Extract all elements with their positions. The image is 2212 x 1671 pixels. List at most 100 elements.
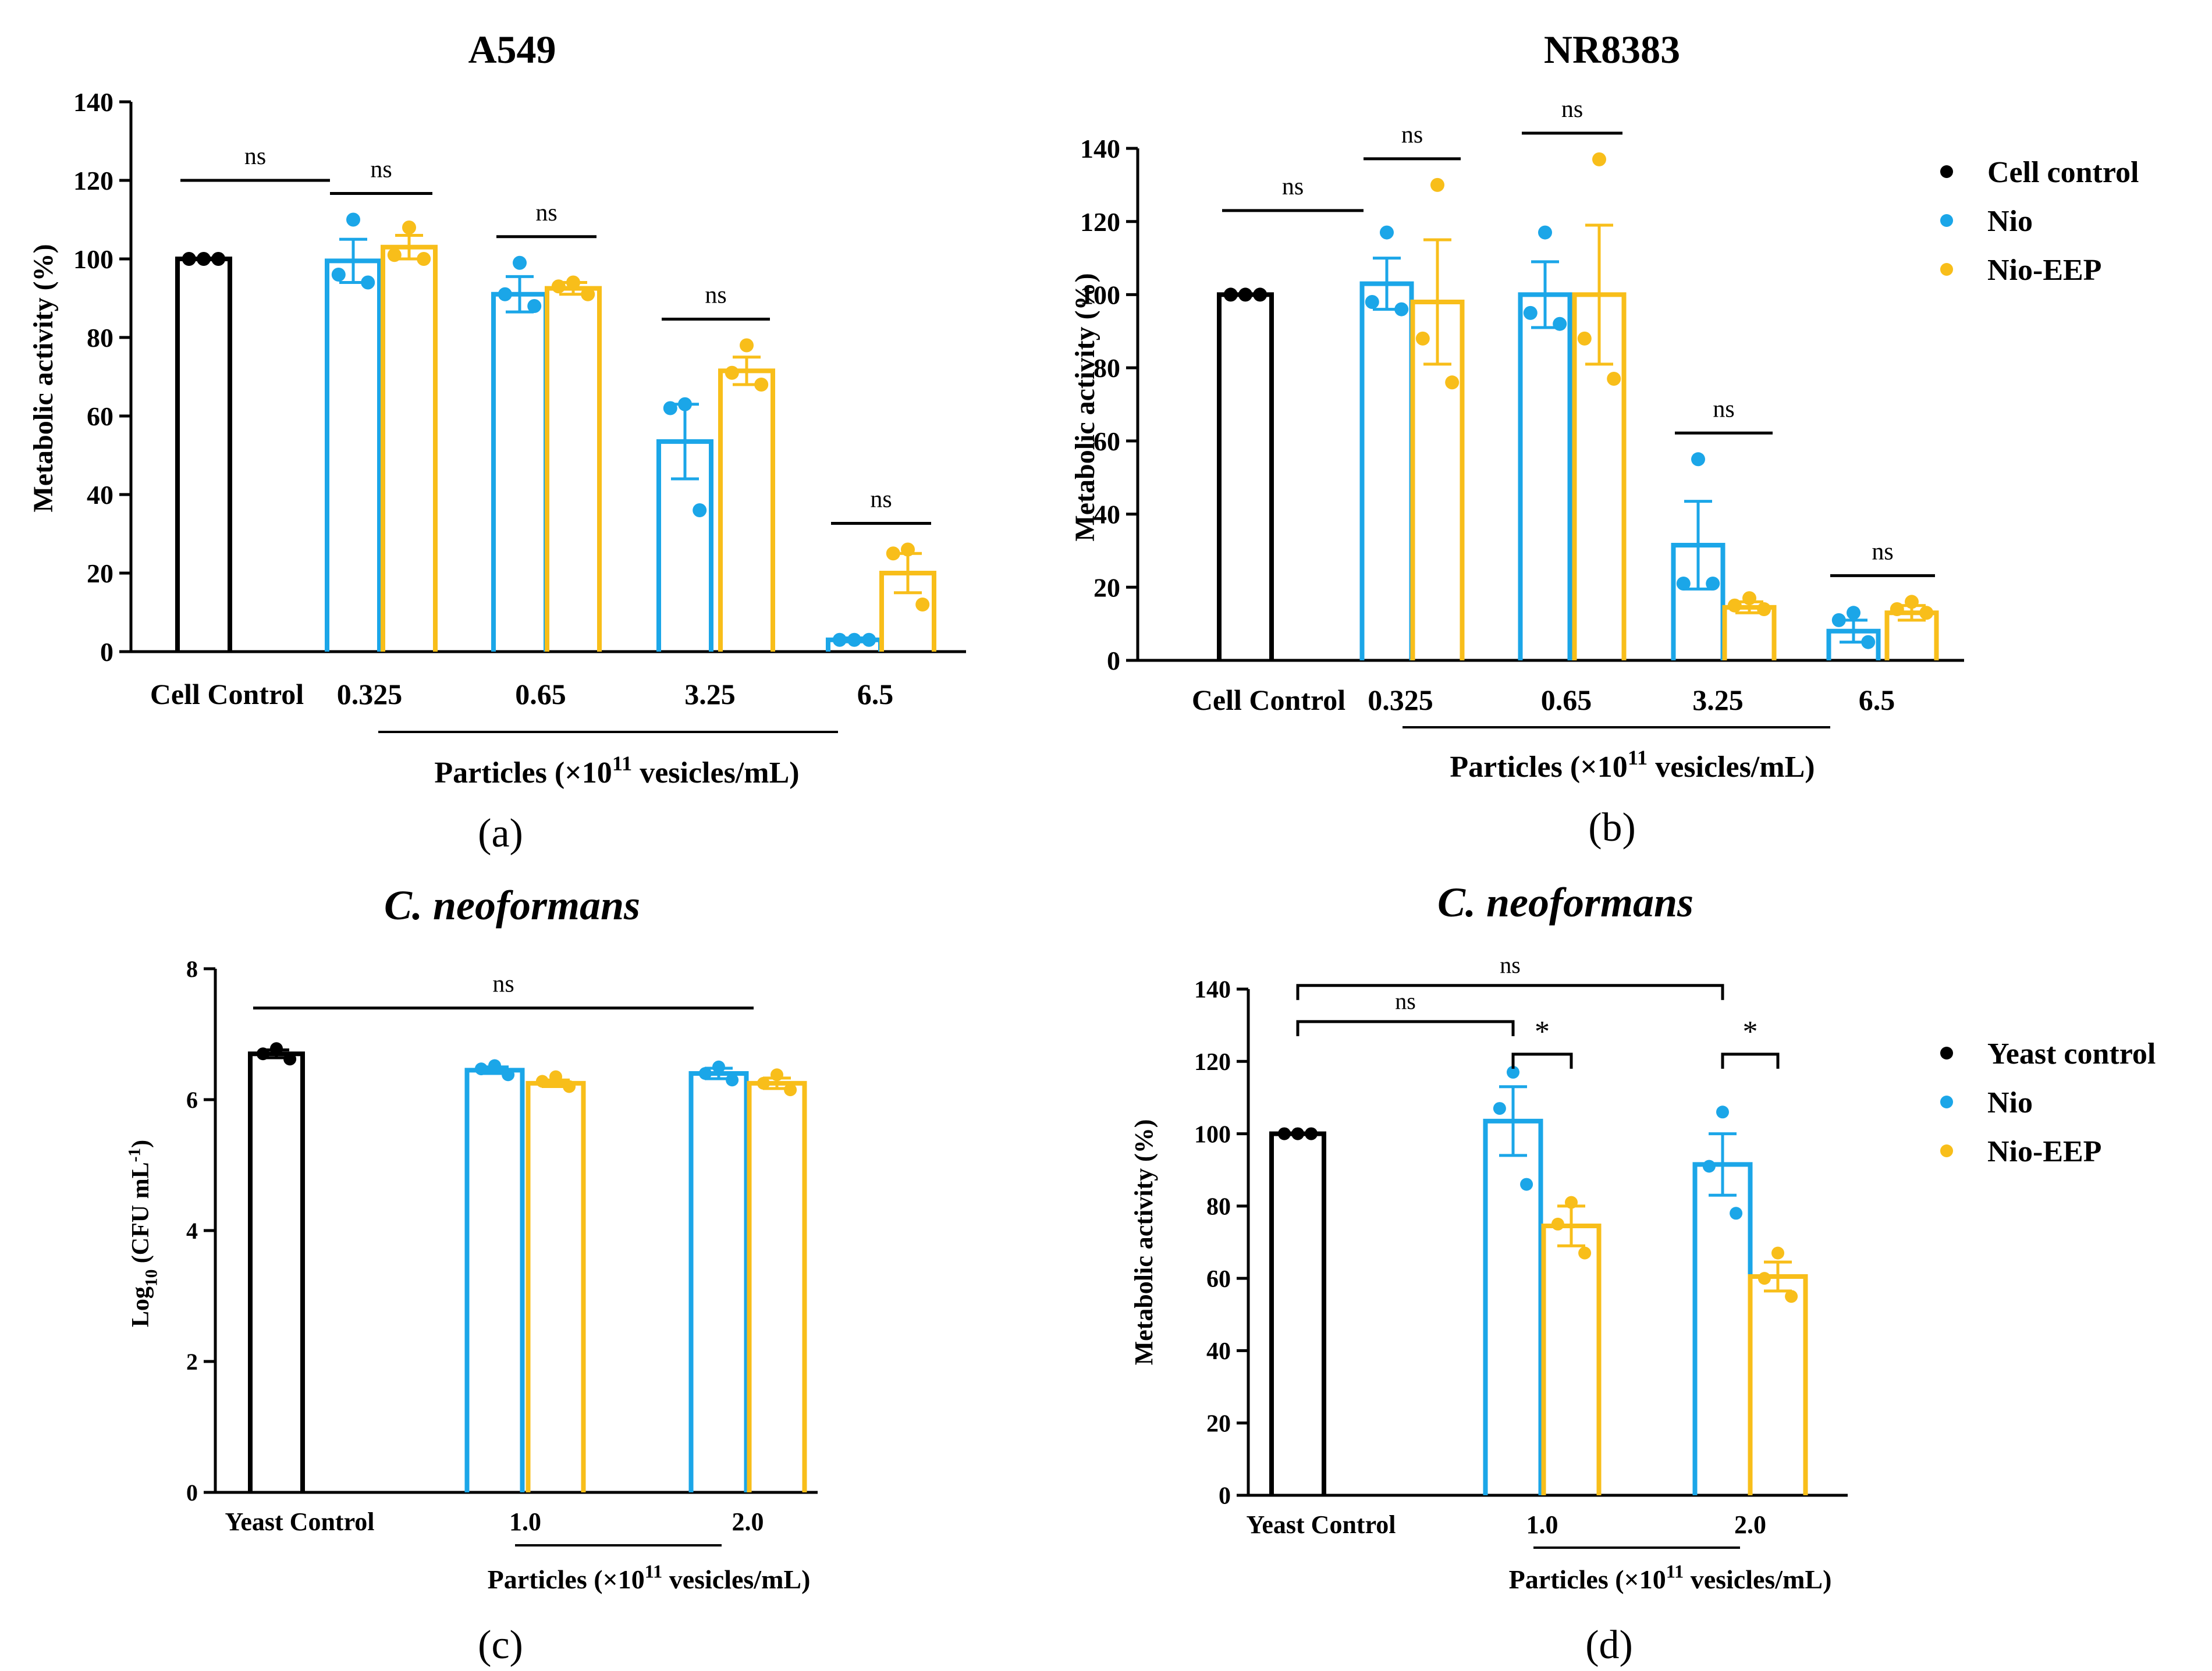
significance-bracket <box>1296 1020 1515 1036</box>
legend-marker <box>1940 214 1953 227</box>
y-axis-label-part: (CFU mL <box>127 1162 154 1269</box>
legend-marker <box>1940 263 1953 276</box>
x-category-label: 6.5 <box>857 678 894 710</box>
y-axis-label-part: ) <box>127 1140 154 1148</box>
nio-point <box>832 632 847 647</box>
nio-point <box>712 1060 725 1073</box>
nio-point <box>1716 1105 1729 1119</box>
y-axis-label-part: Log <box>127 1286 154 1327</box>
nio-eep-point <box>1890 602 1904 616</box>
control-category-label: Cell Control <box>1192 684 1345 716</box>
control-bar <box>248 1051 305 1492</box>
nio-point <box>474 1062 488 1076</box>
chart-title: C. neoformans <box>1437 879 1693 926</box>
nio-eep-point <box>915 598 930 611</box>
control-category-label: Cell Control <box>150 678 304 710</box>
control-point <box>1305 1127 1318 1140</box>
x-category-label: 0.65 <box>1541 684 1592 716</box>
nio-point <box>1831 613 1846 627</box>
significance-label: ns <box>1500 952 1521 978</box>
significance-label: ns <box>705 282 726 309</box>
nio-eep-point <box>581 287 595 301</box>
nio-eep-point <box>1757 602 1771 616</box>
nio-bar <box>1483 1118 1543 1495</box>
y-tick-label: 140 <box>1194 977 1231 1004</box>
y-tick-label: 100 <box>1080 280 1120 310</box>
nio-eep-point <box>725 365 739 380</box>
legend-marker <box>1940 165 1953 178</box>
nio-bar <box>688 1071 749 1492</box>
y-tick-label: 6 <box>186 1087 198 1113</box>
nio-point <box>1493 1102 1506 1115</box>
nio-point <box>1394 302 1409 317</box>
y-tick-label: 0 <box>1107 646 1120 675</box>
nio-eep-point <box>1430 177 1444 192</box>
control-point <box>1291 1127 1304 1140</box>
nio-eep-bar <box>381 244 438 652</box>
x-axis-label-sup: 11 <box>1666 1561 1684 1582</box>
y-tick-label: 120 <box>1080 207 1120 237</box>
y-axis-label: Metabolic activity (%) <box>28 244 59 512</box>
x-axis-label: Particles (×1011 vesicles/mL) <box>488 1561 811 1594</box>
y-tick-label: 120 <box>1194 1049 1231 1076</box>
control-point <box>1238 287 1252 302</box>
nio-point <box>502 1068 515 1082</box>
nio-point <box>361 275 375 290</box>
nio-point <box>1523 305 1538 320</box>
nio-eep-point <box>1577 331 1592 346</box>
nio-eep-point <box>754 378 769 392</box>
nio-point <box>1706 577 1720 591</box>
nio-eep-point <box>901 542 915 557</box>
significance-label: ns <box>492 971 514 998</box>
significance-label: ns <box>1395 988 1416 1014</box>
legend-marker <box>1940 1144 1953 1157</box>
control-point <box>283 1053 297 1066</box>
y-tick-label: 100 <box>73 244 113 274</box>
nio-point <box>1702 1160 1716 1173</box>
control-bar <box>175 257 232 652</box>
nio-point <box>1380 225 1394 240</box>
x-category-label: 2.0 <box>732 1508 764 1536</box>
legend-label: Cell control <box>1987 156 2139 189</box>
legend-label: Nio-EEP <box>1987 1135 2101 1168</box>
panel-label: (a) <box>478 811 523 856</box>
significance-label: ns <box>535 200 557 226</box>
legend-yeast: Yeast control Nio Nio-EEP <box>1940 1037 2156 1168</box>
x-axis-label: Particles (×1011 vesicles/mL) <box>1509 1561 1832 1594</box>
y-tick-label: 80 <box>1206 1194 1231 1221</box>
control-point <box>197 252 211 266</box>
nio-point <box>847 632 861 647</box>
significance-label: ns <box>870 486 892 513</box>
x-axis-label: Particles (×1011 vesicles/mL) <box>434 752 799 790</box>
panel-b-nr8383-chart: NR8383 0 20 40 60 80 100 120 140 Metabolic activi… <box>1070 27 1964 850</box>
significance-label: ns <box>370 157 392 183</box>
x-category-label: 6.5 <box>1859 684 1895 716</box>
nio-point <box>1861 635 1876 649</box>
nio-point <box>678 397 692 411</box>
nio-eep-point <box>1445 375 1460 390</box>
nio-eep-point <box>566 275 580 290</box>
y-tick-label: 0 <box>1219 1483 1231 1510</box>
significance-label: ns <box>1872 538 1893 565</box>
nio-eep-point <box>740 338 754 353</box>
nio-eep-point <box>402 221 416 234</box>
significance-label: ns <box>1282 173 1304 200</box>
x-axis-label-main: Particles (×10 <box>1450 751 1627 784</box>
legend-label: Yeast control <box>1987 1037 2156 1071</box>
nio-eep-point <box>549 1070 562 1083</box>
nio-eep-point <box>1919 606 1934 620</box>
nio-point <box>663 401 677 415</box>
legend-cell: Cell control Nio Nio-EEP <box>1940 156 2139 287</box>
y-tick-label: 100 <box>1194 1121 1231 1148</box>
nio-eep-bar <box>1748 1274 1808 1495</box>
x-axis-label: Particles (×1011 vesicles/mL) <box>1450 746 1815 784</box>
nio-eep-point <box>1727 598 1742 613</box>
nio-eep-point <box>1905 595 1919 609</box>
nio-eep-point <box>1551 1217 1564 1231</box>
y-tick-label: 80 <box>1093 353 1120 383</box>
y-axis-label-part: -1 <box>125 1148 144 1162</box>
nio-point <box>1507 1065 1519 1079</box>
nio-point <box>527 299 542 313</box>
y-tick-label: 60 <box>87 401 113 431</box>
nio-point <box>693 503 707 517</box>
